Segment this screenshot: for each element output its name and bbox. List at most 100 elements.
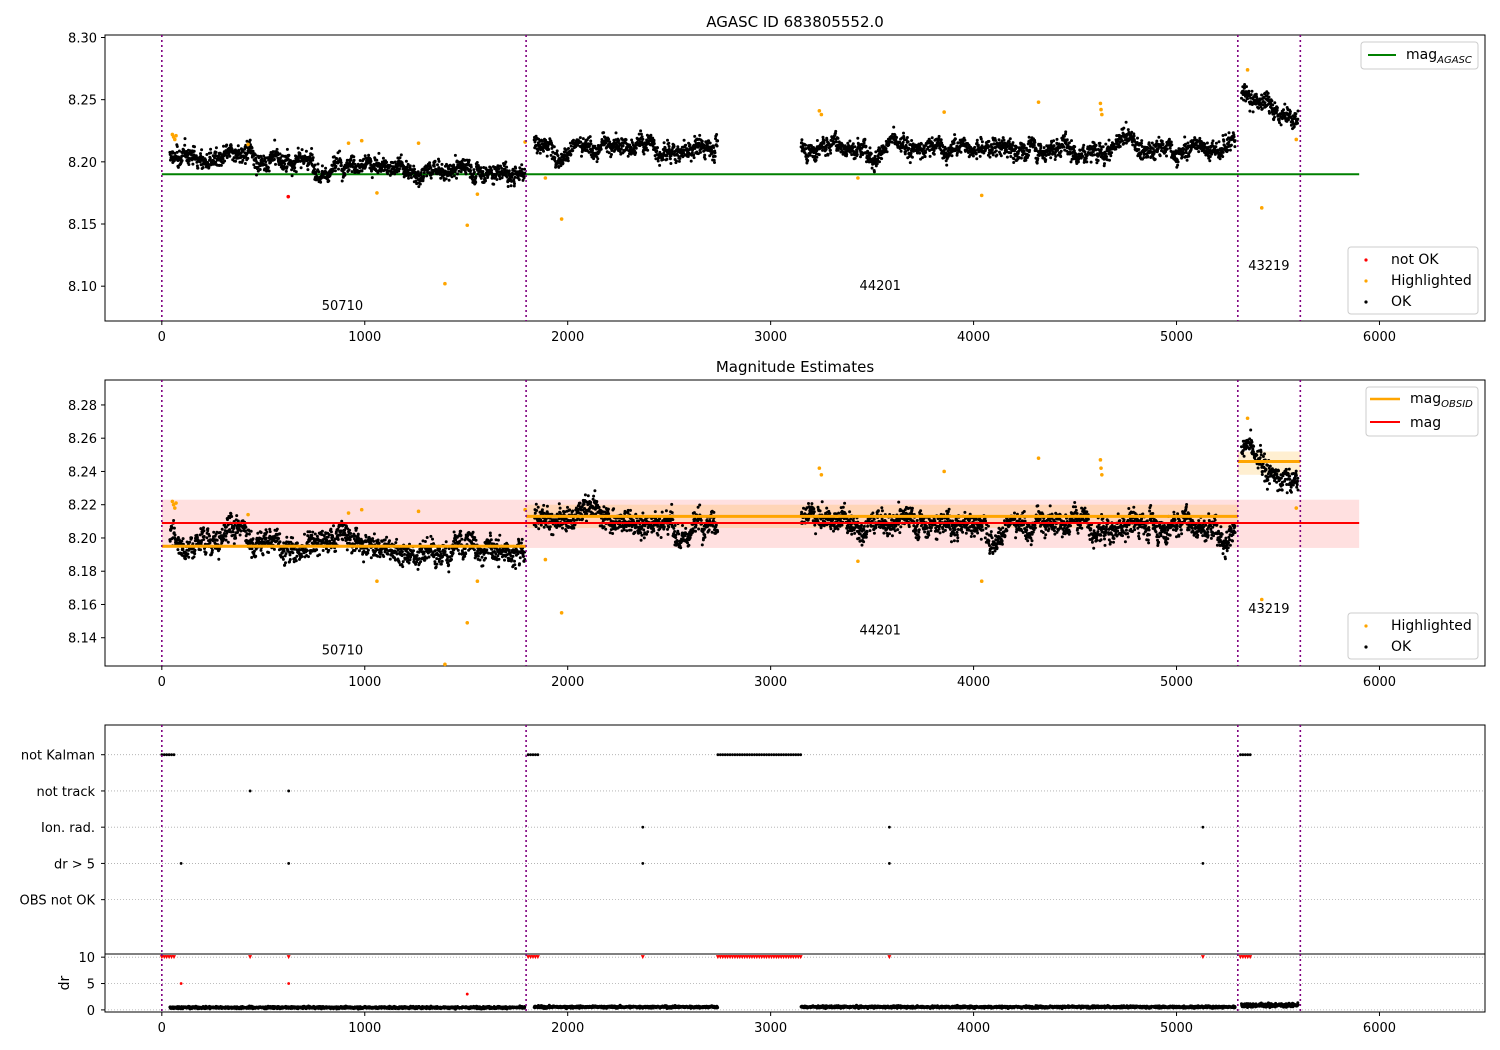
x-tick-label: 6000 bbox=[1363, 330, 1396, 345]
ok-point bbox=[895, 136, 899, 139]
ok-point bbox=[514, 166, 518, 170]
ok-point bbox=[1221, 155, 1225, 159]
ok-point bbox=[357, 549, 361, 553]
highlighted-point bbox=[173, 137, 177, 142]
ok-point bbox=[994, 149, 998, 153]
ok-point bbox=[238, 533, 242, 537]
ok-point bbox=[542, 149, 545, 153]
ok-point bbox=[318, 553, 321, 557]
ok-point bbox=[923, 155, 927, 159]
ok-point bbox=[183, 143, 187, 147]
ok-point bbox=[214, 146, 218, 150]
ok-point bbox=[259, 154, 263, 158]
ok-point bbox=[649, 133, 653, 137]
ok-point bbox=[327, 533, 331, 537]
y-tick-label: 8.26 bbox=[68, 432, 97, 447]
ok-point bbox=[281, 557, 285, 561]
ok-point bbox=[313, 532, 317, 536]
ok-point bbox=[975, 157, 979, 161]
ok-point bbox=[366, 551, 370, 555]
ok-point bbox=[1268, 111, 1271, 115]
ok-point bbox=[401, 560, 405, 564]
x-tick-label: 2000 bbox=[551, 330, 584, 345]
ok-point bbox=[1211, 139, 1215, 143]
ok-point bbox=[288, 553, 292, 557]
ok-point bbox=[1296, 121, 1299, 125]
ok-point bbox=[415, 554, 419, 557]
ok-point bbox=[316, 541, 320, 545]
ok-point bbox=[464, 172, 468, 176]
ok-point bbox=[490, 169, 494, 173]
ok-point bbox=[553, 156, 557, 160]
ok-point bbox=[851, 142, 855, 146]
ok-point bbox=[974, 152, 978, 156]
ok-point bbox=[902, 131, 905, 135]
ok-point bbox=[356, 532, 360, 536]
ok-point bbox=[918, 151, 922, 155]
ok-point bbox=[1076, 160, 1080, 164]
ok-point bbox=[1027, 153, 1030, 157]
ok-point bbox=[549, 153, 553, 157]
ok-point bbox=[381, 156, 385, 160]
ok-point bbox=[452, 174, 456, 178]
ok-point bbox=[845, 152, 849, 156]
ok-point bbox=[713, 154, 717, 158]
ok-point bbox=[204, 158, 208, 162]
ok-point bbox=[1022, 144, 1026, 148]
y-tick-label: 8.30 bbox=[68, 31, 97, 46]
y-tick-label: 8.15 bbox=[68, 218, 97, 233]
y-axis: 8.108.158.208.258.30 bbox=[68, 31, 105, 295]
ok-point bbox=[1052, 144, 1056, 148]
ok-point bbox=[338, 149, 342, 153]
ok-point bbox=[422, 552, 426, 555]
ok-point bbox=[277, 537, 281, 540]
y-tick-label: 8.14 bbox=[68, 632, 97, 647]
y-tick-label: 8.10 bbox=[68, 280, 97, 295]
ok-point bbox=[1052, 139, 1056, 143]
ok-point bbox=[617, 139, 621, 143]
ok-point bbox=[814, 158, 818, 162]
ok-point bbox=[581, 137, 585, 141]
ok-point bbox=[369, 159, 373, 163]
x-axis: 0 1000 2000 3000 4000 5000 6000 bbox=[158, 666, 1396, 690]
ok-point bbox=[206, 527, 210, 531]
ok-point bbox=[834, 129, 838, 133]
ok-point bbox=[273, 138, 277, 142]
ok-point bbox=[383, 168, 387, 172]
ok-point bbox=[334, 549, 338, 553]
ok-point bbox=[1233, 145, 1237, 149]
ok-point bbox=[538, 151, 542, 155]
ok-point bbox=[210, 548, 214, 552]
ok-point bbox=[507, 169, 511, 173]
ok-point bbox=[870, 166, 874, 170]
ok-point bbox=[209, 151, 213, 155]
ok-point bbox=[595, 160, 599, 164]
ok-point bbox=[352, 155, 356, 159]
ok-point bbox=[299, 166, 303, 170]
ok-point bbox=[264, 536, 268, 540]
ok-point bbox=[607, 137, 611, 141]
highlighted-point bbox=[1100, 112, 1104, 117]
ok-point bbox=[245, 139, 249, 143]
ok-point bbox=[226, 540, 230, 544]
ok-point bbox=[176, 548, 180, 552]
ok-point bbox=[207, 162, 210, 166]
ok-point bbox=[175, 145, 179, 148]
ok-point bbox=[379, 550, 383, 554]
ok-point bbox=[901, 140, 905, 144]
ok-point bbox=[413, 167, 416, 171]
ok-point bbox=[1065, 138, 1069, 142]
ok-point bbox=[808, 153, 812, 157]
ok-point bbox=[1294, 112, 1298, 116]
ok-point bbox=[873, 154, 877, 158]
ok-point bbox=[455, 176, 458, 180]
ok-point bbox=[806, 159, 810, 162]
ok-point bbox=[589, 142, 593, 146]
ok-point bbox=[908, 161, 912, 165]
ok-point bbox=[377, 541, 381, 545]
ok-point bbox=[230, 515, 234, 518]
ok-point bbox=[1249, 93, 1253, 97]
ok-point bbox=[1085, 160, 1089, 164]
ok-point bbox=[400, 550, 404, 554]
ok-point bbox=[285, 147, 289, 151]
